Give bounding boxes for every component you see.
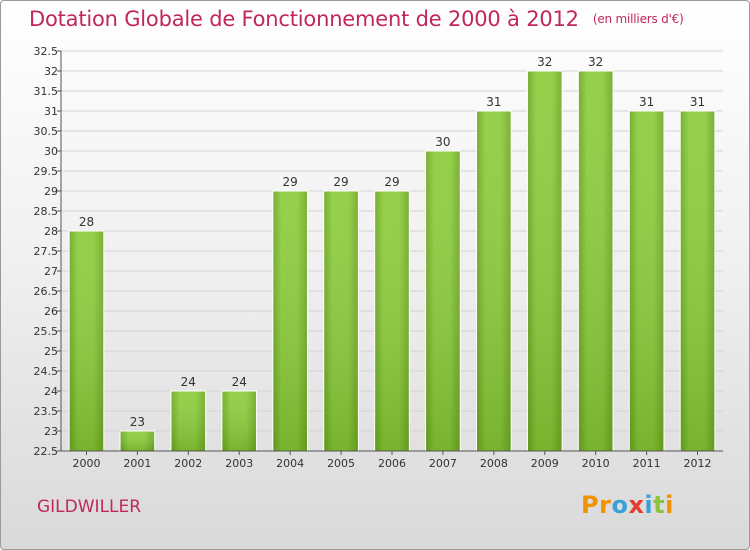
y-tick-label: 28 xyxy=(44,225,58,238)
y-tick-label: 27 xyxy=(44,265,58,278)
chart-subtitle: (en milliers d'€) xyxy=(592,12,684,26)
bar-shade xyxy=(222,391,257,451)
x-tick-label: 2004 xyxy=(276,457,304,470)
bar-shade xyxy=(527,71,562,451)
logo-part: i xyxy=(665,491,674,519)
y-tick-label: 30.5 xyxy=(34,125,59,138)
data-label: 32 xyxy=(537,55,552,69)
y-tick-label: 31.5 xyxy=(34,85,59,98)
bars xyxy=(68,70,716,452)
logo-part: o xyxy=(611,491,629,519)
data-label: 29 xyxy=(283,175,298,189)
data-label: 29 xyxy=(333,175,348,189)
data-label: 24 xyxy=(181,375,196,389)
y-tick-label: 23 xyxy=(44,425,58,438)
bar-shade xyxy=(69,231,104,451)
y-tick-label: 26.5 xyxy=(34,285,59,298)
y-axis-ticks: 22.5 23 23.5 24 24.5 25 25.5 26 26.5 27 27.5 28 28.5… xyxy=(34,45,61,458)
y-tick-label: 25.5 xyxy=(34,325,59,338)
y-tick-label: 27.5 xyxy=(34,245,59,258)
data-labels: 28 23 24 24 29 29 29 30 31 32 32 31 31 xyxy=(79,55,705,429)
bar-shade xyxy=(375,191,409,451)
data-label: 31 xyxy=(486,95,501,109)
x-tick-label: 2000 xyxy=(72,457,100,470)
y-tick-label: 28.5 xyxy=(34,205,59,218)
x-tick-label: 2001 xyxy=(123,457,151,470)
y-tick-label: 23.5 xyxy=(34,405,59,418)
city-name: GILDWILLER xyxy=(37,497,142,517)
title-text: Dotation Globale de Fonctionnement de 20… xyxy=(29,7,579,31)
data-label: 28 xyxy=(79,215,94,229)
x-tick-label: 2008 xyxy=(480,457,508,470)
logo-part: t xyxy=(653,491,666,519)
proxiti-logo: Proxiti xyxy=(581,491,674,519)
bar-shade xyxy=(273,191,307,451)
data-label: 24 xyxy=(232,375,247,389)
logo-part: i xyxy=(644,491,654,519)
data-label: 29 xyxy=(384,175,399,189)
data-label: 32 xyxy=(588,55,603,69)
data-label: 31 xyxy=(690,95,705,109)
bar-shade xyxy=(120,431,155,451)
bar-shade xyxy=(171,391,206,451)
x-tick-label: 2009 xyxy=(531,457,559,470)
y-tick-label: 29.5 xyxy=(34,165,59,178)
x-tick-label: 2002 xyxy=(174,457,202,470)
bar-shade xyxy=(324,191,358,451)
bar-shade xyxy=(426,151,460,451)
x-tick-label: 2011 xyxy=(633,457,661,470)
data-label: 31 xyxy=(639,95,654,109)
y-tick-label: 26 xyxy=(44,305,58,318)
x-axis-ticks: 2000 2001 2002 2003 2004 2005 2006 2007 2008 2009… xyxy=(72,451,712,470)
x-tick-label: 2010 xyxy=(582,457,610,470)
chart-title: Dotation Globale de Fonctionnement de 20… xyxy=(29,7,684,31)
data-label: 23 xyxy=(130,415,145,429)
bar-shade xyxy=(629,111,664,451)
x-tick-label: 2003 xyxy=(225,457,253,470)
y-tick-label: 25 xyxy=(44,345,58,358)
y-tick-label: 30 xyxy=(44,145,58,158)
logo-part: x xyxy=(628,491,645,519)
y-tick-label: 24.5 xyxy=(34,365,59,378)
y-tick-label: 29 xyxy=(44,185,58,198)
x-tick-label: 2007 xyxy=(429,457,457,470)
y-tick-label: 31 xyxy=(44,105,58,118)
data-label: 30 xyxy=(435,135,450,149)
logo-part: Pr xyxy=(581,491,612,519)
bar-shade xyxy=(477,111,511,451)
bar-shade xyxy=(680,111,715,451)
bar-shade xyxy=(578,71,613,451)
x-tick-label: 2012 xyxy=(684,457,712,470)
y-tick-label: 32 xyxy=(44,65,58,78)
y-tick-label: 22.5 xyxy=(34,445,59,458)
y-tick-label: 24 xyxy=(44,385,58,398)
x-tick-label: 2006 xyxy=(378,457,406,470)
y-tick-label: 32.5 xyxy=(34,45,59,58)
x-tick-label: 2005 xyxy=(327,457,355,470)
